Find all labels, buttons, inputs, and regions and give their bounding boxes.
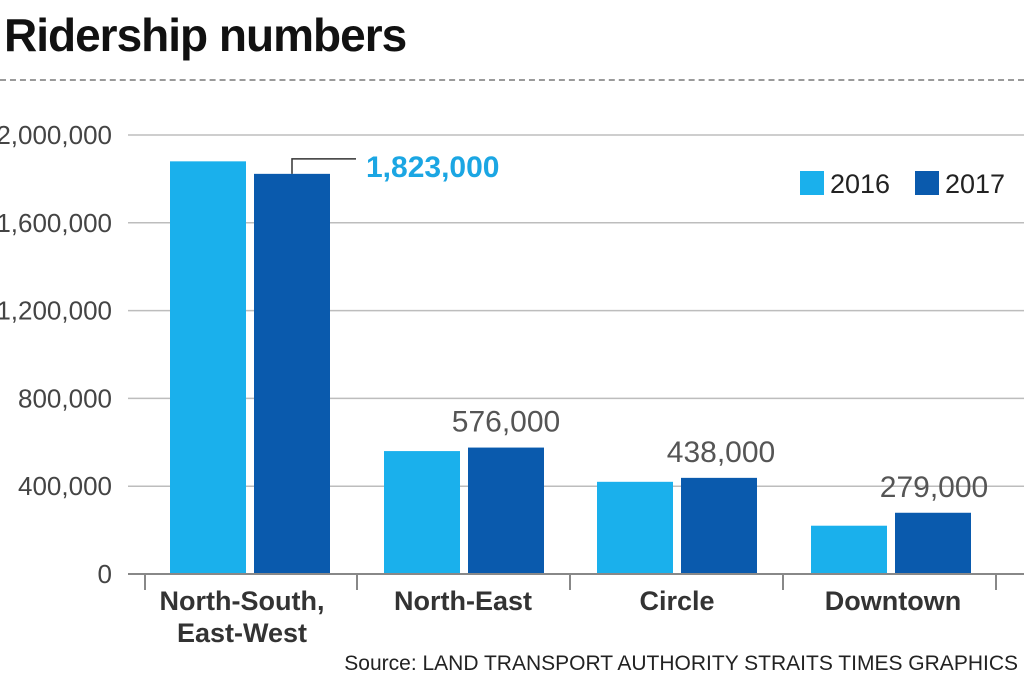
category-label: Downtown: [825, 586, 961, 616]
y-tick-label: 1,200,000: [0, 296, 112, 326]
legend-label-2016: 2016: [830, 169, 890, 199]
data-label-leader: [291, 158, 356, 174]
bar-2016: [811, 525, 887, 574]
legend-swatch-2016: [800, 171, 824, 195]
title-divider: [0, 79, 1024, 81]
y-tick-label: 800,000: [18, 383, 112, 413]
category-label: Circle: [639, 586, 714, 616]
legend-swatch-2017: [915, 171, 939, 195]
data-label-2017: 1,823,000: [366, 151, 499, 184]
bar-chart: 0 400,000 800,000 1,200,000 1,600,000 2,000,0…: [0, 120, 1024, 648]
y-tick-label: 400,000: [18, 471, 112, 501]
bar-2016: [597, 481, 673, 574]
data-label-2017: 279,000: [880, 471, 988, 504]
bar-2017: [895, 512, 971, 574]
bar-2016: [170, 161, 246, 574]
legend-label-2017: 2017: [945, 169, 1005, 199]
data-label-2017: 438,000: [667, 436, 775, 469]
y-tick-label: 2,000,000: [0, 120, 112, 150]
bar-2017: [468, 447, 544, 574]
data-label-2017: 576,000: [452, 406, 560, 439]
y-tick-label: 1,600,000: [0, 208, 112, 238]
bar-2016: [384, 451, 460, 574]
chart-title: Ridership numbers: [4, 9, 407, 61]
category-label: North-South, East-West: [160, 586, 325, 648]
y-tick-label: 0: [98, 559, 112, 589]
source-note: Source: LAND TRANSPORT AUTHORITY STRAITS…: [344, 652, 1018, 675]
bar-2017: [254, 173, 330, 574]
bar-2017: [681, 477, 757, 574]
category-label: North-East: [394, 586, 532, 616]
